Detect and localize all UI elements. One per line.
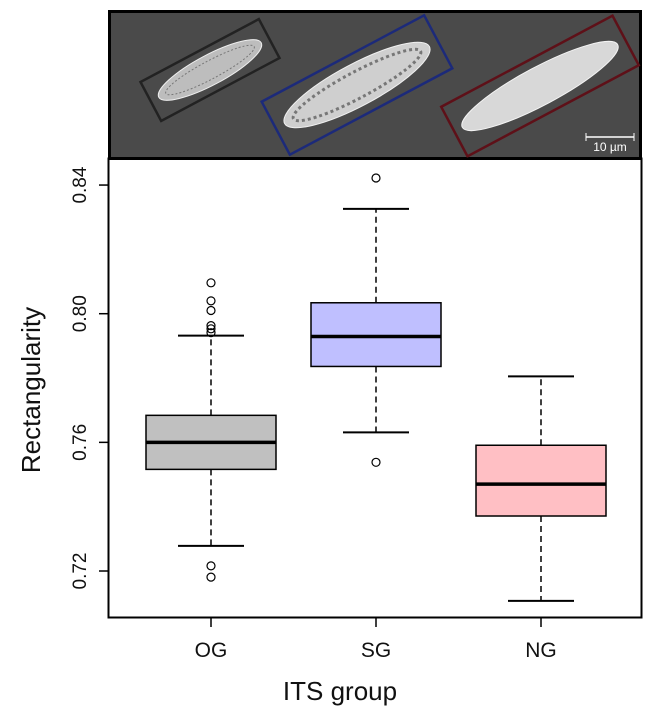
micrograph-inset: 10 µm (108, 10, 642, 160)
scale-label: 10 µm (593, 140, 627, 154)
x-tick-label: SG (361, 639, 391, 662)
x-axis-label: ITS group (283, 676, 397, 706)
outlier (206, 324, 216, 334)
outlier (206, 305, 216, 316)
outlier (206, 561, 216, 571)
outlier (206, 572, 216, 582)
x-tick-label: NG (525, 639, 557, 662)
y-tick-label: 0.76 (70, 424, 91, 461)
y-tick-label: 0.80 (70, 295, 91, 332)
y-tick-label: 0.72 (70, 553, 91, 590)
box (310, 302, 442, 368)
outlier (206, 278, 216, 288)
outlier (206, 296, 216, 306)
y-axis-label: Rectangularity (16, 307, 46, 473)
outlier (206, 321, 216, 331)
plot-frame (107, 157, 643, 619)
outlier (206, 328, 216, 338)
x-tick-label: OG (195, 639, 228, 662)
y-tick-label: 0.84 (70, 166, 91, 203)
outlier (371, 457, 381, 467)
box (475, 444, 607, 517)
outlier (371, 173, 381, 183)
